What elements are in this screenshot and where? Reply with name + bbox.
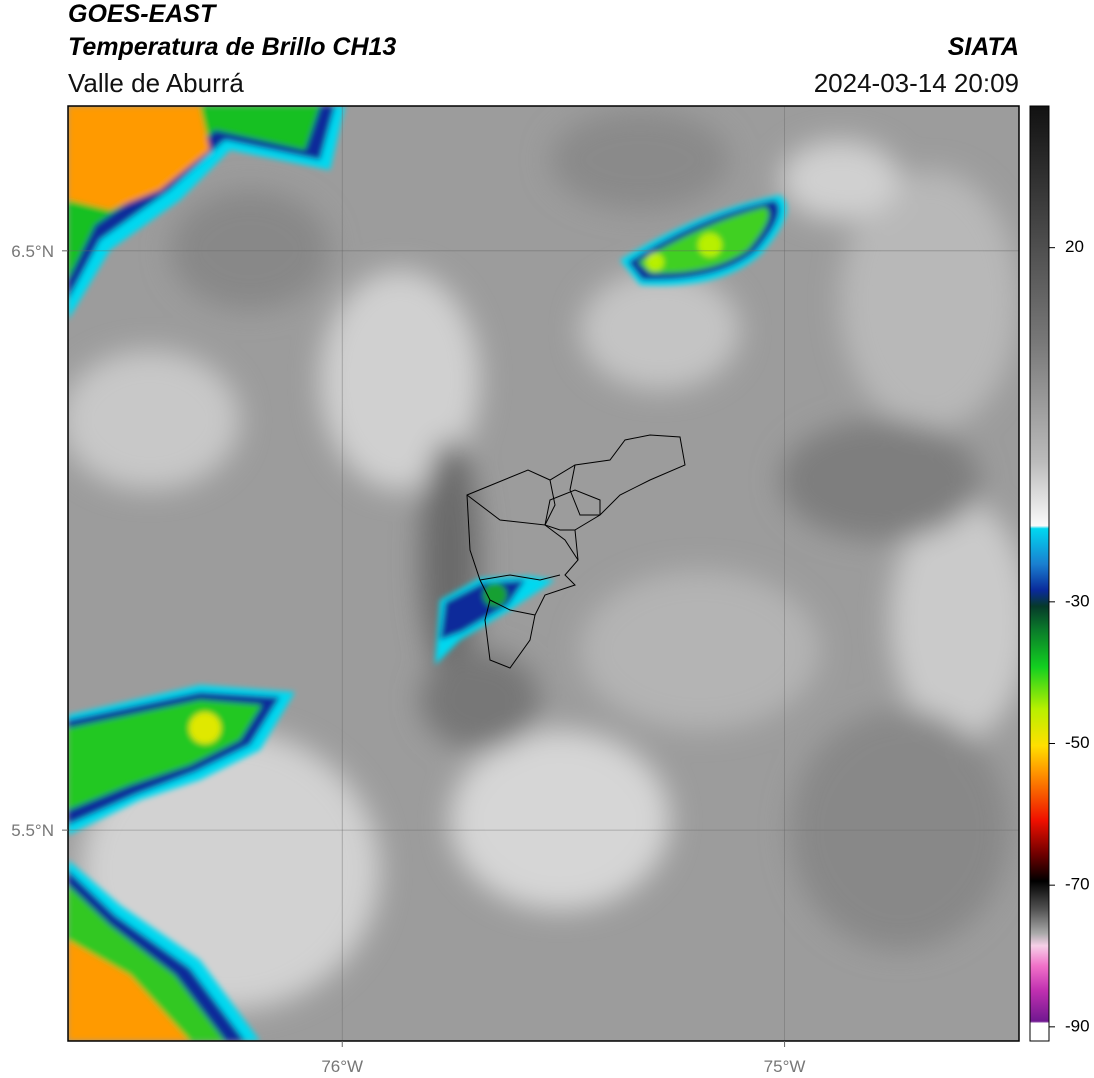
x-tick-label: 75°W bbox=[764, 1057, 806, 1076]
y-tick-label: 5.5°N bbox=[11, 821, 54, 840]
title: GOES-EAST bbox=[68, 0, 218, 28]
map-frame bbox=[67, 105, 1020, 1042]
x-tick-label: 76°W bbox=[321, 1057, 363, 1076]
municipality-borders bbox=[466, 434, 686, 669]
colorbar-tick-label: -90 bbox=[1065, 1016, 1090, 1035]
y-tick-label: 6.5°N bbox=[11, 242, 54, 261]
colorbar-tick-label: -50 bbox=[1065, 733, 1090, 752]
subtitle: Temperatura de Brillo CH13 bbox=[68, 33, 396, 61]
source: SIATA bbox=[948, 33, 1019, 61]
colorbar bbox=[1029, 105, 1050, 1042]
satellite-image bbox=[68, 106, 1019, 1041]
grid bbox=[68, 106, 1019, 1041]
colorbar-tick-label: 20 bbox=[1065, 237, 1084, 256]
colorbar-tick-label: -30 bbox=[1065, 591, 1090, 610]
region: Valle de Aburrá bbox=[68, 68, 244, 98]
colorbar-tick-label: -70 bbox=[1065, 875, 1090, 894]
datetime: 2024-03-14 20:09 bbox=[814, 68, 1019, 98]
